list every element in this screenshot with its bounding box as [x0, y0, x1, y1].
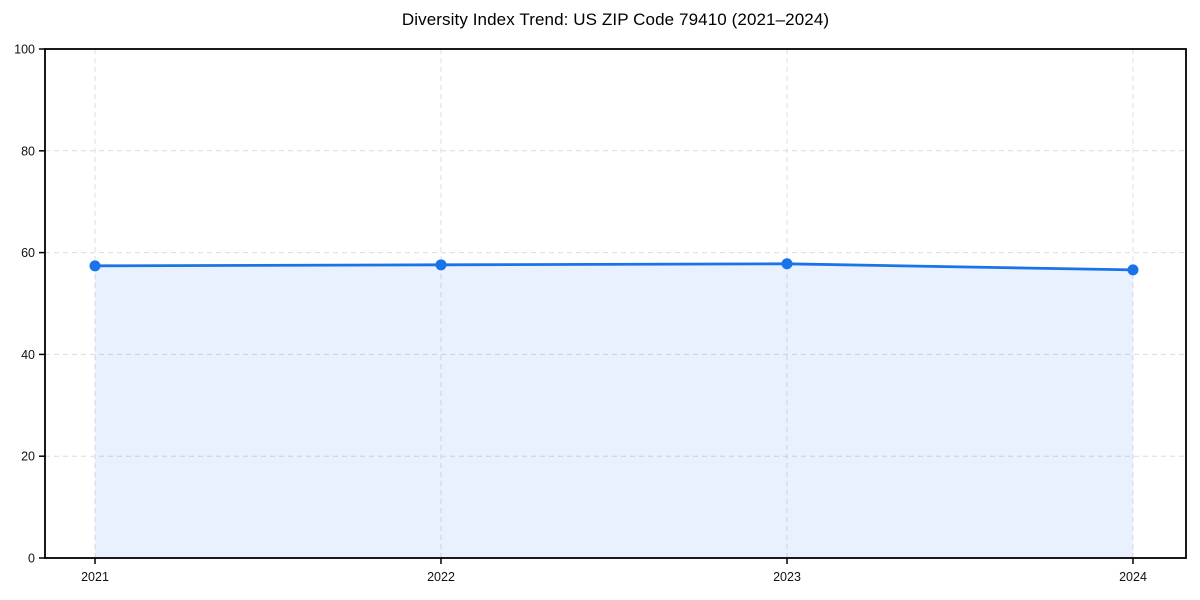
plot-border: [44, 48, 1187, 559]
x-tick-label: 2021: [81, 570, 109, 584]
y-tick-label: 40: [21, 348, 35, 362]
data-point: [89, 260, 101, 272]
data-point: [435, 259, 447, 271]
y-tick-label: 60: [21, 246, 35, 260]
data-point: [1127, 264, 1139, 276]
y-tick-label: 100: [14, 43, 35, 57]
chart-title: Diversity Index Trend: US ZIP Code 79410…: [401, 10, 830, 29]
area-fill: [95, 263, 1133, 558]
x-tick-label: 2023: [773, 570, 801, 584]
trend-line: [94, 262, 1134, 272]
y-tick-label: 80: [21, 144, 35, 158]
y-tick-label: 0: [28, 552, 35, 566]
x-tick-label: 2022: [427, 570, 455, 584]
y-tick-label: 20: [21, 450, 35, 464]
x-tick-label: 2024: [1119, 570, 1147, 584]
data-point: [781, 258, 793, 270]
